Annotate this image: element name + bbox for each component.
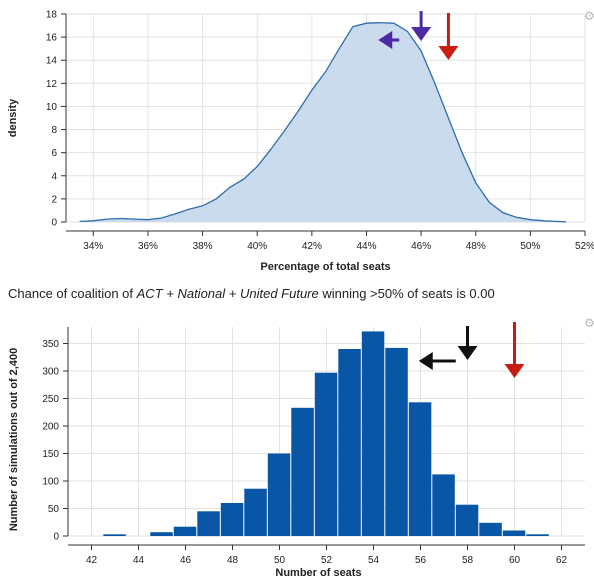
y-tick-label: 12 [46,79,58,90]
coalition-caption: Chance of coalition of ACT + National + … [8,286,495,301]
x-tick-label: 36% [138,241,158,252]
arrow-head [378,31,393,49]
x-tick-label: 46 [180,555,192,566]
histogram-bar [150,532,173,536]
x-axis-title: Number of seats [275,567,361,579]
y-tick-label: 0 [51,218,57,229]
histogram-bar [244,488,267,536]
down-arrow-marker [411,11,432,41]
x-tick-label: 48% [466,241,486,252]
histogram-bar [173,526,197,536]
x-tick-label: 40% [247,241,267,252]
x-tick-label: 42% [302,241,322,252]
down-arrow-marker [504,322,525,378]
histogram-bar [291,407,314,536]
y-tick-label: 0 [53,532,59,543]
left-arrow-marker [418,352,456,370]
gear-icon[interactable]: ⚙ [584,9,594,23]
y-tick-label: 4 [51,171,57,182]
density-chart: 0 2 4 6 8 10 12 14 16 18 34% 36% 38% 40% 42% 44% 46% 48% 5… [7,10,594,274]
y-tick-label: 200 [42,422,59,433]
caption-prefix: Chance of coalition of [8,286,137,301]
histogram-bar [267,453,291,536]
histogram-bar [314,372,338,536]
left-arrow-marker [378,31,400,49]
arrow-head [438,46,459,60]
y-tick-label: 350 [42,339,59,350]
y-tick-label: 250 [42,394,59,405]
histogram-bar [220,503,244,536]
y-tick-label: 8 [51,125,57,136]
down-arrow-marker [438,13,459,60]
caption-suffix: winning >50% of seats is 0.00 [318,286,495,301]
x-tick-label: 44 [133,555,145,566]
histogram-bar [385,347,408,536]
histogram-chart: 0 50 100 150 200 250 300 350 42 44 46 48 50 52 54 56 58 6… [8,322,585,579]
x-tick-label: 42 [86,555,98,566]
x-tick-label: 34% [83,241,103,252]
y-tick-label: 16 [46,33,58,44]
x-tick-label: 52 [321,555,333,566]
x-tick-label: 58 [462,555,474,566]
x-tick-label: 44% [356,241,376,252]
x-tick-label: 48 [227,555,239,566]
histogram-bar [526,534,549,536]
x-tick-label: 54 [368,555,380,566]
x-tick-label: 62 [556,555,568,566]
x-tick-label: 56 [415,555,427,566]
y-tick-label: 150 [42,449,59,460]
density-line [79,22,566,223]
histogram-bar [338,349,361,536]
histogram-bar [455,504,479,536]
histogram-bar [197,511,220,537]
histogram-bar [479,522,502,536]
density-area [79,22,566,223]
histogram-bar [432,474,455,536]
arrow-head [411,27,432,41]
arrow-head [418,352,433,370]
x-tick-label: 60 [509,555,521,566]
y-tick-label: 50 [48,504,60,515]
y-tick-label: 6 [51,148,57,159]
y-tick-label: 18 [46,10,58,21]
x-axis-title: Percentage of total seats [260,261,390,273]
histogram-bar [408,402,432,536]
y-tick-label: 14 [46,56,58,67]
y-tick-label: 100 [42,477,59,488]
histogram-bar [361,331,385,536]
y-tick-label: 10 [46,102,58,113]
histogram-bar [103,534,126,536]
x-tick-label: 52% [575,241,594,252]
gear-icon[interactable]: ⚙ [584,316,594,330]
x-tick-label: 50% [520,241,540,252]
y-axis-title: Number of simulations out of 2,400 [8,348,20,531]
x-tick-label: 38% [193,241,213,252]
down-arrow-marker [457,326,478,360]
y-tick-label: 300 [42,367,59,378]
y-tick-label: 2 [51,194,57,205]
x-tick-label: 46% [411,241,431,252]
y-axis-title: density [7,98,19,137]
arrow-head [504,364,525,378]
x-tick-label: 50 [274,555,286,566]
histogram-bar [502,530,526,536]
arrow-head [457,346,478,360]
caption-party: ACT + National + United Future [136,286,319,301]
